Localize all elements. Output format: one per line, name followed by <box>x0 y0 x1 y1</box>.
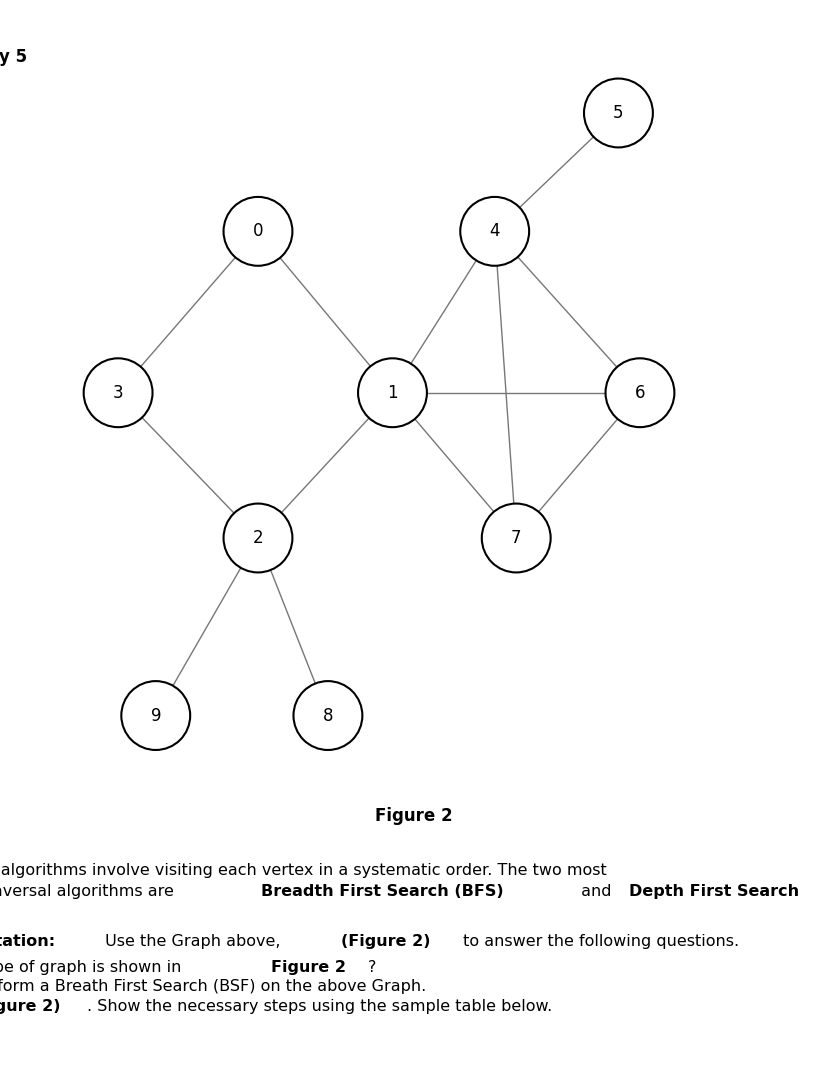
Text: 0: 0 <box>252 223 263 240</box>
Circle shape <box>293 681 362 750</box>
Text: to answer the following questions.: to answer the following questions. <box>457 934 738 949</box>
Text: 2: 2 <box>252 529 263 547</box>
Text: Depth First Search: Depth First Search <box>629 884 798 900</box>
Text: 9: 9 <box>151 707 160 724</box>
Text: 1.  What type of graph is shown in: 1. What type of graph is shown in <box>0 960 186 975</box>
Text: 1: 1 <box>387 384 397 401</box>
Text: . Show the necessary steps using the sample table below.: . Show the necessary steps using the sam… <box>87 999 552 1014</box>
Circle shape <box>84 358 152 427</box>
Text: common traversal algorithms are: common traversal algorithms are <box>0 884 179 900</box>
Circle shape <box>460 197 528 266</box>
Text: Case Study 5: Case Study 5 <box>0 48 27 67</box>
Text: Figure 2: Figure 2 <box>270 960 346 975</box>
Text: 8: 8 <box>323 707 332 724</box>
Text: Implementation:: Implementation: <box>0 934 55 949</box>
Circle shape <box>605 358 673 427</box>
Text: 6: 6 <box>634 384 644 401</box>
Text: Breadth First Search (BFS): Breadth First Search (BFS) <box>261 884 503 900</box>
Circle shape <box>481 504 550 572</box>
Circle shape <box>223 197 292 266</box>
Text: Most graph algorithms involve visiting each vertex in a systematic order. The tw: Most graph algorithms involve visiting e… <box>0 863 606 878</box>
Text: 4: 4 <box>489 223 500 240</box>
Text: Use the Graph above,: Use the Graph above, <box>100 934 285 949</box>
Text: and: and <box>576 884 616 900</box>
Circle shape <box>122 681 190 750</box>
Circle shape <box>223 504 292 572</box>
Text: Figure 2: Figure 2 <box>375 807 452 824</box>
Text: (Figure 2): (Figure 2) <box>341 934 430 949</box>
Text: ?: ? <box>368 960 376 975</box>
Text: 5: 5 <box>613 104 623 122</box>
Text: 7: 7 <box>510 529 521 547</box>
Text: (Figure 2): (Figure 2) <box>0 999 60 1014</box>
Text: 3: 3 <box>112 384 123 401</box>
Circle shape <box>357 358 427 427</box>
Text: 2.  Perform a Breath First Search (BSF) on the above Graph.: 2. Perform a Breath First Search (BSF) o… <box>0 979 426 994</box>
Circle shape <box>583 79 652 147</box>
